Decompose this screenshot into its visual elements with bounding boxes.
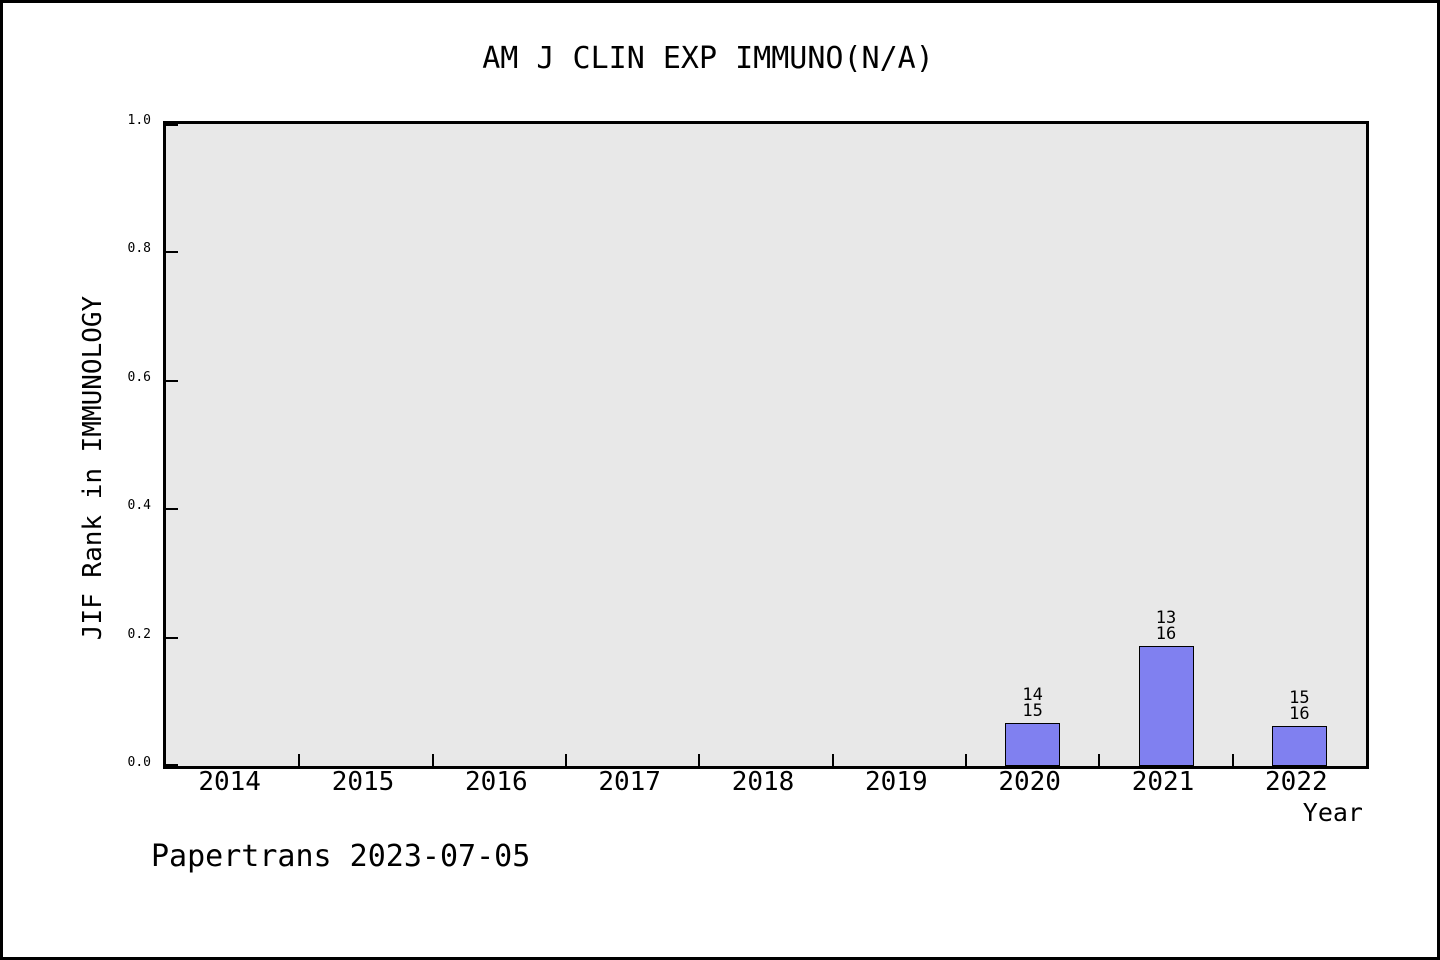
x-tick-label: 2016 <box>465 767 528 797</box>
x-minor-tick <box>1231 754 1234 766</box>
bar-label-line: 13 <box>1155 608 1177 628</box>
x-tick-label: 2022 <box>1265 767 1328 797</box>
bar-label: 15 16 <box>1259 688 1339 724</box>
y-tick-label: 0.0 <box>127 755 151 770</box>
y-tick-label: 0.4 <box>127 498 151 514</box>
bar-label-line: 16 <box>1155 624 1177 644</box>
bar-label-line: 15 <box>1289 688 1310 708</box>
y-major-tick <box>166 764 178 766</box>
x-minor-tick <box>831 754 834 766</box>
bar-label: 14 15 <box>993 685 1073 721</box>
bar <box>1271 726 1327 766</box>
y-major-tick <box>166 636 178 639</box>
x-tick-label: 2020 <box>998 767 1061 797</box>
x-minor-tick <box>1098 754 1101 766</box>
y-tick-label: 0.2 <box>127 626 151 642</box>
x-minor-tick <box>698 754 701 766</box>
y-major-tick <box>166 251 178 254</box>
bar-label-line: 16 <box>1289 704 1310 724</box>
bar-label: 13 16 <box>1126 608 1206 644</box>
y-major-tick <box>166 508 178 511</box>
y-axis-label: JIF Rank in IMMUNOLOGY <box>78 295 108 641</box>
bar <box>1138 646 1194 766</box>
x-minor-tick <box>298 754 301 766</box>
y-tick-label: 1.0 <box>127 113 151 128</box>
x-minor-tick <box>565 754 567 766</box>
x-axis-label: Year <box>1302 798 1363 827</box>
x-minor-tick <box>431 754 434 766</box>
x-minor-tick <box>965 754 967 766</box>
x-tick-label: 2019 <box>865 767 928 797</box>
plot-area: 14 15 13 16 15 16 <box>163 121 1369 769</box>
bar <box>1005 723 1061 766</box>
x-tick-label: 2014 <box>198 767 261 797</box>
y-major-tick <box>166 124 178 126</box>
x-tick-label: 2018 <box>731 767 795 797</box>
x-tick-label: 2015 <box>331 767 395 797</box>
footer-text: Papertrans 2023-07-05 <box>151 839 531 874</box>
y-tick-label: 0.8 <box>127 241 151 257</box>
y-major-tick <box>166 379 178 382</box>
chart-title: AM J CLIN EXP IMMUNO(N/A) <box>482 41 934 76</box>
x-tick-label: 2017 <box>598 767 661 797</box>
bar-label-line: 15 <box>1022 701 1043 721</box>
x-tick-label: 2021 <box>1131 767 1195 797</box>
bar-label-line: 14 <box>1022 685 1043 705</box>
y-tick-label: 0.6 <box>127 369 151 385</box>
